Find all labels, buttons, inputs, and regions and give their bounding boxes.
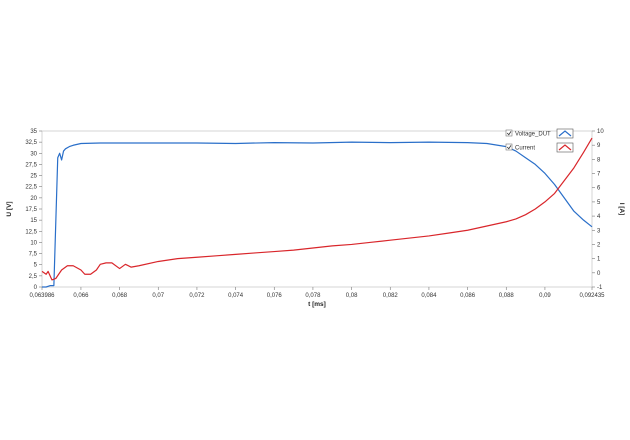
x-tick-label: 0,09 [539,293,551,299]
y-right-tick-label: 6 [597,186,601,192]
legend-label: Current [515,146,535,152]
series-line-voltage-dut [42,141,593,288]
check-icon [506,145,512,150]
line-style-icon [558,130,572,137]
y-right-tick-label: 10 [597,129,604,135]
y-right-tick-label: 9 [597,143,601,149]
y-axis-left-title: U [V] [6,201,13,216]
y-left-tick-label: 27,5 [25,162,37,168]
x-tick-label: 0,082 [383,293,399,299]
x-tick-label: 0,084 [421,293,437,299]
y-left-tick-label: 0 [34,285,38,291]
x-tick-label: 0,066 [73,293,89,299]
y-left-tick-label: 15 [30,218,37,224]
line-style-icon [558,144,572,151]
x-tick-label: 0,072 [189,293,205,299]
x-tick-label: 0,088 [499,293,515,299]
y-left-tick-label: 20 [30,196,37,202]
plot-area [41,130,593,288]
y-left-tick-label: 5 [34,263,38,269]
y-right-tick-label: 1 [597,257,601,263]
y-left-tick-label: 25 [30,174,37,180]
y-right-tick-label: 4 [597,214,601,220]
y-right-tick-label: 7 [597,172,601,178]
x-tick-label: 0,063986 [29,293,55,299]
y-left-tick-label: 12,5 [25,229,37,235]
y-axis-left: 0 2,5 5 7,5 10 12,5 15 17,5 20 22,5 25 27,5 30 32,5 35 [25,129,42,291]
x-tick-label: 0,074 [228,293,244,299]
y-left-tick-label: 17,5 [25,207,37,213]
y-left-tick-label: 22,5 [25,185,37,191]
legend-swatch [556,128,574,139]
checkbox[interactable] [505,143,513,151]
legend-swatch [556,142,574,153]
x-tick-label: 0,078 [305,293,321,299]
legend-label: Voltage_DUT [515,132,551,138]
series-line-current [41,137,593,281]
y-axis-right: -1 0 1 2 3 4 5 6 7 8 9 10 [592,129,604,291]
y-right-tick-label: -1 [597,285,603,291]
y-left-tick-label: 2,5 [29,274,38,280]
y-axis-right-title: I [A] [618,203,625,216]
legend-item-current[interactable]: Current [505,142,574,153]
y-right-tick-label: 8 [597,157,601,163]
legend: Voltage_DUT Current [505,128,574,153]
x-tick-label: 0,08 [346,293,358,299]
y-right-tick-label: 2 [597,242,601,248]
checkbox[interactable] [505,129,513,137]
x-axis: 0,063986 0,066 0,068 0,07 0,072 0,074 0,076 0,0… [29,287,605,299]
x-axis-title: t [ms] [308,301,326,308]
y-left-tick-label: 32,5 [25,140,37,146]
y-right-tick-label: 3 [597,228,601,234]
y-left-tick-label: 35 [30,129,37,135]
x-tick-label: 0,086 [460,293,476,299]
x-tick-label: 0,076 [267,293,283,299]
x-tick-label: 0,07 [152,293,164,299]
x-tick-label: 0,068 [112,293,128,299]
check-icon [506,131,512,136]
y-left-tick-label: 10 [30,240,37,246]
y-left-tick-label: 7,5 [29,252,38,258]
legend-item-voltage[interactable]: Voltage_DUT [505,128,574,139]
x-tick-label: 0,092435 [579,293,605,299]
y-left-tick-label: 30 [30,151,37,157]
y-right-tick-label: 0 [597,271,601,277]
series-layer [41,137,593,288]
y-right-tick-label: 5 [597,200,601,206]
